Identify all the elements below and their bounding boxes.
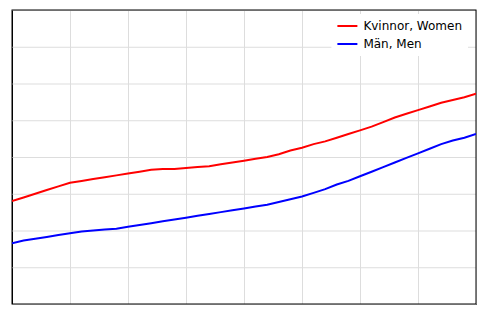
plot: Kvinnor, Women Män, Men <box>12 10 477 305</box>
series-line <box>12 94 476 201</box>
y-tick <box>12 267 476 268</box>
y-grid-line <box>12 267 476 268</box>
y-tick <box>12 84 476 85</box>
y-axis <box>12 11 476 305</box>
y-tick <box>12 120 476 121</box>
y-grid-line <box>12 194 476 195</box>
legend-swatch <box>337 43 357 45</box>
plot-frame <box>12 10 476 304</box>
y-grid-line <box>12 120 476 121</box>
series-group <box>12 94 476 244</box>
legend-label: Kvinnor, Women <box>363 19 462 33</box>
legend-item: Män, Men <box>337 37 421 51</box>
legend: Kvinnor, Women Män, Men <box>331 14 468 56</box>
legend-label: Män, Men <box>363 37 421 51</box>
legend-swatch <box>337 25 357 27</box>
y-grid-line <box>12 84 476 85</box>
y-tick <box>12 194 476 195</box>
legend-background <box>331 14 468 56</box>
chart: Kvinnor, Women Män, Men <box>0 0 488 316</box>
x-axis <box>13 10 477 305</box>
series-line <box>12 134 476 243</box>
legend-item: Kvinnor, Women <box>337 19 462 33</box>
